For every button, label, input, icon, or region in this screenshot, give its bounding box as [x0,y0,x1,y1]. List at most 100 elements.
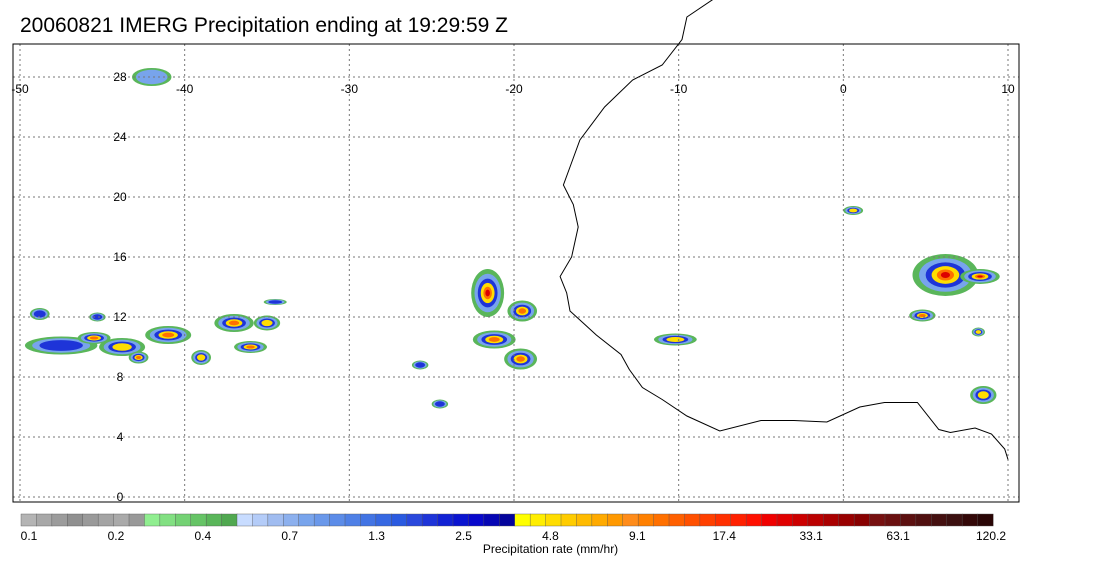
lat-tick-label: 28 [113,70,127,84]
colorbar-swatch [869,513,886,527]
rain-cell [128,351,149,364]
colorbar-swatch [221,513,238,527]
colorbar-swatch [823,513,840,527]
rain-cell [507,300,538,322]
colorbar-swatch [51,513,68,527]
colorbar-swatch [607,513,624,527]
rain-layer [24,68,1000,409]
colorbar-swatch [499,513,516,527]
rain-intensity-ring [666,336,685,343]
rain-cell [131,68,172,86]
rain-cell [909,309,936,322]
colorbar-swatch [915,513,932,527]
colorbar-swatch [329,513,346,527]
rain-cell [843,206,864,215]
rain-intensity-ring [918,313,926,318]
colorbar-swatch [483,513,500,527]
rain-intensity-ring [977,275,983,278]
rain-cell [411,360,429,370]
colorbar-swatch [576,513,593,527]
africa-coastline [559,0,1009,460]
colorbar-tick-label: 0.1 [21,529,38,543]
colorbar-swatch [175,513,192,527]
colorbar-swatch [900,513,917,527]
rain-intensity-ring [196,354,206,361]
colorbar-tick-label: 0.4 [194,529,211,543]
colorbar-swatch [529,513,547,527]
colorbar-tick-label: 2.5 [455,529,472,543]
colorbar-swatch [761,513,778,527]
colorbar-swatch [684,513,701,527]
colorbar-swatch [298,513,315,527]
rain-intensity-ring [261,319,273,327]
rain-cell [253,315,281,331]
rain-cell [24,336,98,355]
colorbar-swatch [236,513,253,527]
rain-cell [960,269,1000,284]
colorbar-swatch [267,513,284,527]
colorbar-swatch [283,513,300,527]
colorbar-swatch [97,513,115,527]
axis-tick-labels: -50 -40 -30 -20 -10 0 10 28 24 20 16 12 8 4 0 [11,70,1015,504]
lat-tick-label: 16 [113,250,127,264]
colorbar-swatch [205,513,223,527]
rain-cell [263,299,287,305]
colorbar-swatch [468,513,485,527]
rain-intensity-ring [92,314,103,320]
colorbar-tick-label: 0.2 [108,529,125,543]
gridlines [13,44,1019,502]
lon-tick-label: -40 [176,82,194,96]
lat-tick-label: 12 [113,310,127,324]
rain-intensity-ring [485,289,490,297]
colorbar-swatch [36,513,53,527]
colorbar-swatch [776,513,793,527]
rain-cell [191,350,212,365]
colorbar-swatch [961,513,979,527]
colorbar-swatch [252,513,269,527]
lon-tick-label: -10 [670,82,688,96]
colorbar-tick-label: 33.1 [800,529,824,543]
colorbar-swatch [20,513,37,527]
lat-tick-label: 20 [113,190,127,204]
colorbar-tick-label: 9.1 [629,529,646,543]
colorbar-swatch [946,513,963,527]
colorbar-swatch [313,513,331,527]
colorbar-swatch [653,513,670,527]
colorbar-swatch [190,513,207,527]
colorbar-swatch [514,513,531,527]
lon-tick-label: -50 [11,82,29,96]
rain-intensity-ring [135,355,142,360]
colorbar-swatch [977,513,994,527]
rain-cell [89,312,106,322]
lat-tick-label: 0 [117,490,124,504]
colorbar-swatch [838,513,855,527]
rain-cell [472,330,516,349]
coastline [559,0,1009,460]
rain-intensity-ring [246,345,255,349]
lon-tick-label: -30 [341,82,359,96]
colorbar-swatch [745,513,763,527]
rain-intensity-ring [488,337,500,342]
lon-tick-label: -20 [505,82,523,96]
colorbar-swatch [437,513,454,527]
colorbar-swatch [406,513,423,527]
rain-cell [504,348,538,370]
rain-cell [971,327,985,337]
rain-cell [471,269,505,317]
colorbar-tick-label: 1.3 [368,529,385,543]
lon-tick-label: 10 [1001,82,1015,96]
colorbar-swatch [807,513,824,527]
lat-tick-label: 8 [117,370,124,384]
colorbar-swatch [637,513,655,527]
rain-cell [99,338,146,356]
rain-intensity-ring [434,401,445,407]
rain-cell [653,333,697,346]
colorbar-swatch [931,513,948,527]
colorbar-swatch [67,513,84,527]
rain-cell [970,386,997,404]
colorbar-swatch [391,513,408,527]
colorbar-swatch [375,513,392,527]
rain-cell [234,341,267,353]
rain-intensity-ring [89,336,99,340]
